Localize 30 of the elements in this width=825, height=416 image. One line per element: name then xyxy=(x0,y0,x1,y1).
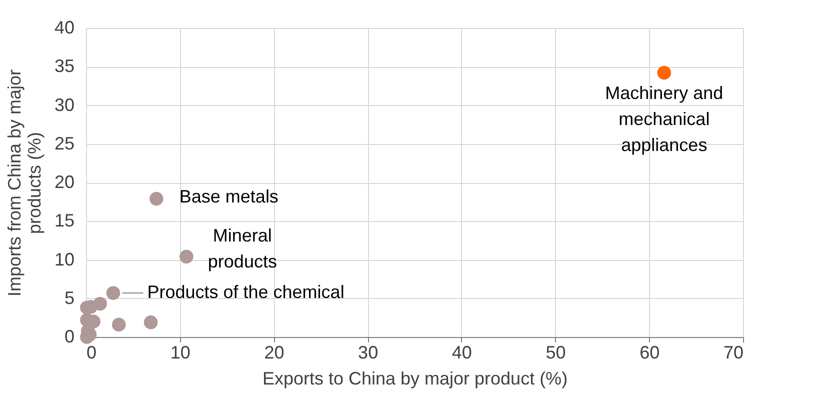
x-tick-label: 20 xyxy=(264,342,284,362)
annotation: Base metals xyxy=(179,186,278,207)
point xyxy=(657,66,672,80)
x-tick-label: 70 xyxy=(723,342,744,362)
x-tick-label: 10 xyxy=(170,342,190,362)
annotation: Products of the chemical xyxy=(147,282,344,302)
y-tick-label: 0 xyxy=(64,326,74,346)
x-tick-label: 50 xyxy=(546,342,566,362)
y-axis-title: Imports from China by major products (%) xyxy=(4,69,44,297)
point xyxy=(106,286,120,300)
x-tick-label: 30 xyxy=(358,342,378,362)
y-tick-label: 15 xyxy=(54,210,74,231)
x-axis-title: Exports to China by major product (%) xyxy=(262,368,568,388)
point xyxy=(93,296,107,311)
point xyxy=(180,250,194,264)
y-tick-label: 5 xyxy=(64,288,74,308)
y-tick-label: 30 xyxy=(54,94,74,115)
y-tick-label: 35 xyxy=(54,56,74,76)
x-tick-label: 0 xyxy=(86,342,97,362)
y-tick-label: 10 xyxy=(54,249,74,270)
y-tick-label: 25 xyxy=(54,133,74,154)
x-tick-label: 40 xyxy=(452,342,472,362)
y-tick-label: 40 xyxy=(54,18,74,38)
point xyxy=(112,318,126,332)
point xyxy=(150,192,164,206)
x-tick-label: 60 xyxy=(640,342,660,362)
annotation: Mineral products xyxy=(208,226,277,272)
annotation: Machinery and mechanical appliances xyxy=(605,82,724,155)
y-tick-label: 20 xyxy=(54,172,74,192)
point xyxy=(144,315,158,330)
